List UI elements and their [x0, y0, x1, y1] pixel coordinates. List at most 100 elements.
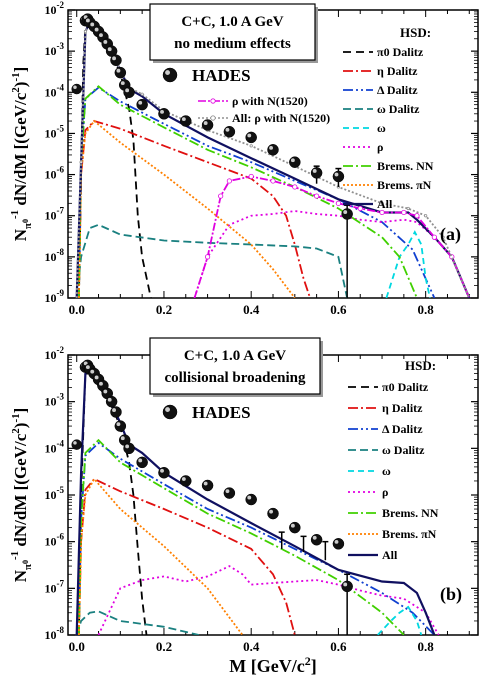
- y-tick-label: 10-9: [45, 288, 65, 305]
- series--dalitz-line: [78, 441, 436, 635]
- y-tick-label: 10-6: [45, 532, 65, 549]
- hades-points: [71, 359, 353, 635]
- y-tick-label: 10-7: [45, 578, 65, 595]
- x-tick-label: 0.2: [156, 639, 172, 654]
- series-marker: [335, 200, 342, 206]
- y-tick-label: 10-6: [45, 165, 65, 182]
- series-marker: [380, 201, 384, 205]
- series-marker: [401, 209, 407, 216]
- series-brems-nn-line: [78, 85, 418, 298]
- x-tick-label: 0.0: [69, 302, 85, 317]
- x-tick-label: 0.4: [243, 302, 260, 317]
- y-tick-label: 10-5: [45, 485, 65, 502]
- series--dalitz-line: [78, 86, 436, 298]
- hades-data-point: [158, 466, 170, 479]
- x-axis-label: M [GeV/c2]: [229, 654, 316, 676]
- hades-data-point: [158, 108, 170, 120]
- title-box: C+C, 1.0 A GeV collisional broadening: [149, 337, 323, 397]
- hades-data-point: [223, 125, 236, 138]
- legend-label: ω: [377, 121, 386, 135]
- hades-data-point: [310, 533, 323, 546]
- series-marker: [292, 184, 298, 190]
- hades-data-point: [105, 395, 118, 408]
- series-marker: [218, 193, 224, 199]
- y-axis-label: Nπ0-1 dN/dM [(GeV/c2)-1]: [9, 408, 34, 583]
- series-marker: [204, 254, 211, 260]
- y-tick-label: 10-8: [45, 247, 65, 264]
- y-tick-label: 10-3: [45, 41, 65, 58]
- hades-data-point: [201, 119, 214, 131]
- y-tick-label: 10-2: [45, 345, 65, 362]
- hades-data-point: [332, 170, 345, 183]
- hades-data-point: [114, 66, 127, 79]
- legend-label: ω Dalitz: [377, 102, 420, 116]
- hades-data-point: [310, 167, 323, 179]
- y-tick-label: 10-4: [45, 82, 65, 99]
- hades-data-point: [245, 493, 257, 506]
- series--with-n-1520--line: [193, 175, 471, 298]
- series-marker: [314, 193, 320, 199]
- legend-label: ρ: [377, 140, 383, 154]
- series-marker: [79, 160, 83, 164]
- legend-label: Brems. NN: [382, 506, 439, 520]
- hades-data-point: [267, 144, 279, 156]
- hades-data-point: [180, 475, 192, 487]
- legend-label: π0 Dalitz: [377, 45, 424, 59]
- series-marker: [441, 235, 445, 239]
- series-marker: [379, 209, 385, 216]
- hades-data-point: [114, 420, 127, 432]
- hades-legend-marker: [162, 67, 178, 83]
- panel-b: 10-8 10-7 10-6 10-5 10-4 10-3 10-2 0.0 0.2 0.4 0.6…: [9, 337, 479, 676]
- legend-label: ρ: [382, 485, 388, 499]
- legend-label: ω Dalitz: [382, 443, 425, 457]
- series-marker: [249, 144, 253, 148]
- hades-data-point: [223, 487, 236, 499]
- hades-data-point: [267, 507, 279, 520]
- series---line: [97, 565, 440, 635]
- hades-points: [71, 13, 353, 298]
- series-marker: [140, 92, 144, 96]
- series--dalitz-line: [78, 119, 311, 298]
- x-tick-label: 0.8: [418, 639, 435, 654]
- series-brems-n-line: [78, 119, 296, 298]
- y-tick-label: 10-7: [45, 206, 65, 223]
- hades-data-point: [332, 538, 345, 550]
- legend-label: All: ρ with N(1520): [232, 111, 330, 125]
- y-tick-label: 10-8: [45, 625, 65, 642]
- series-marker: [414, 213, 420, 219]
- y-tick-label: 10-5: [45, 123, 65, 140]
- hades-legend-marker: [162, 404, 178, 420]
- legend-label: η Dalitz: [382, 401, 423, 415]
- title-line: C+C, 1.0 A GeV: [184, 348, 286, 364]
- hades-data-point: [136, 456, 148, 469]
- legend-label: Brems. πN: [377, 178, 432, 192]
- hades-data-point: [180, 115, 192, 127]
- title-box: C+C, 1.0 A GeV no medium effects: [149, 3, 318, 63]
- legend-label: π0 Dalitz: [382, 380, 429, 394]
- hades-data-point: [123, 442, 135, 455]
- series---line: [385, 230, 431, 298]
- hades-legend-label: HADES: [192, 403, 251, 422]
- hades-data-point: [105, 45, 118, 57]
- title-line: collisional broadening: [164, 370, 306, 386]
- legend-label: Δ Dalitz: [377, 83, 418, 97]
- legend-label: Δ Dalitz: [382, 422, 423, 436]
- series---line: [377, 605, 423, 635]
- series-marker: [226, 178, 232, 184]
- legend-label: Brems. NN: [377, 159, 434, 173]
- legend-label: η Dalitz: [377, 64, 418, 78]
- hades-data-point: [110, 54, 122, 67]
- y-tick-label: 10-3: [45, 392, 65, 409]
- series-brems-n-line: [78, 477, 244, 635]
- legend-title: HSD:: [400, 25, 431, 40]
- legend-label: ω: [382, 464, 391, 478]
- hades-data-point: [71, 83, 82, 95]
- legend-label: Brems. πN: [382, 527, 437, 541]
- series-brems-nn-line: [78, 438, 405, 635]
- x-tick-label: 0.2: [156, 302, 172, 317]
- hades-data-point: [341, 208, 353, 220]
- hades-data-point: [201, 479, 214, 492]
